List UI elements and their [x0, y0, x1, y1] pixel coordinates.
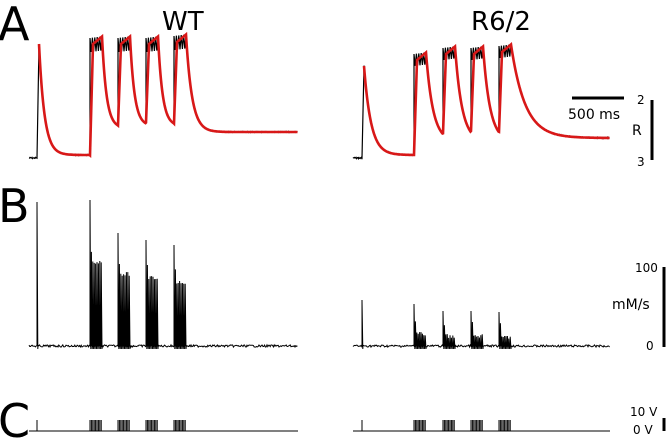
panel-label-a: A	[0, 0, 30, 51]
ratio-scalebar-bottom: 3	[637, 155, 645, 169]
flux-scalebar-label: mM/s	[612, 297, 650, 313]
ratio-scalebar-top: 2	[637, 93, 645, 107]
panel-b-traces	[28, 199, 610, 350]
flux-scalebar-top: 100	[635, 261, 658, 275]
wt-flux-trace	[28, 199, 298, 350]
ratio-scalebar-label: R	[632, 123, 642, 139]
r62-ratio-trace	[352, 43, 610, 161]
voltage-scalebar-top: 10 V	[630, 405, 658, 419]
r62-stimulus-trace	[353, 420, 610, 432]
voltage-scalebar-bottom: 0 V	[633, 423, 653, 437]
condition-title-r62: R6/2	[471, 7, 531, 37]
r62-ratio-fit	[362, 42, 610, 157]
panel-label-c: C	[0, 394, 30, 441]
wt-stimulus-trace	[29, 420, 298, 432]
panel-a-traces	[28, 31, 610, 161]
wt-ratio-fit	[37, 31, 298, 159]
r62-flux-trace	[352, 299, 610, 350]
panel-c-traces	[29, 420, 610, 432]
panel-label-b: B	[0, 179, 30, 233]
time-scalebar-label: 500 ms	[568, 107, 620, 123]
condition-title-wt: WT	[162, 7, 204, 37]
flux-scalebar-bottom: 0	[646, 339, 654, 353]
